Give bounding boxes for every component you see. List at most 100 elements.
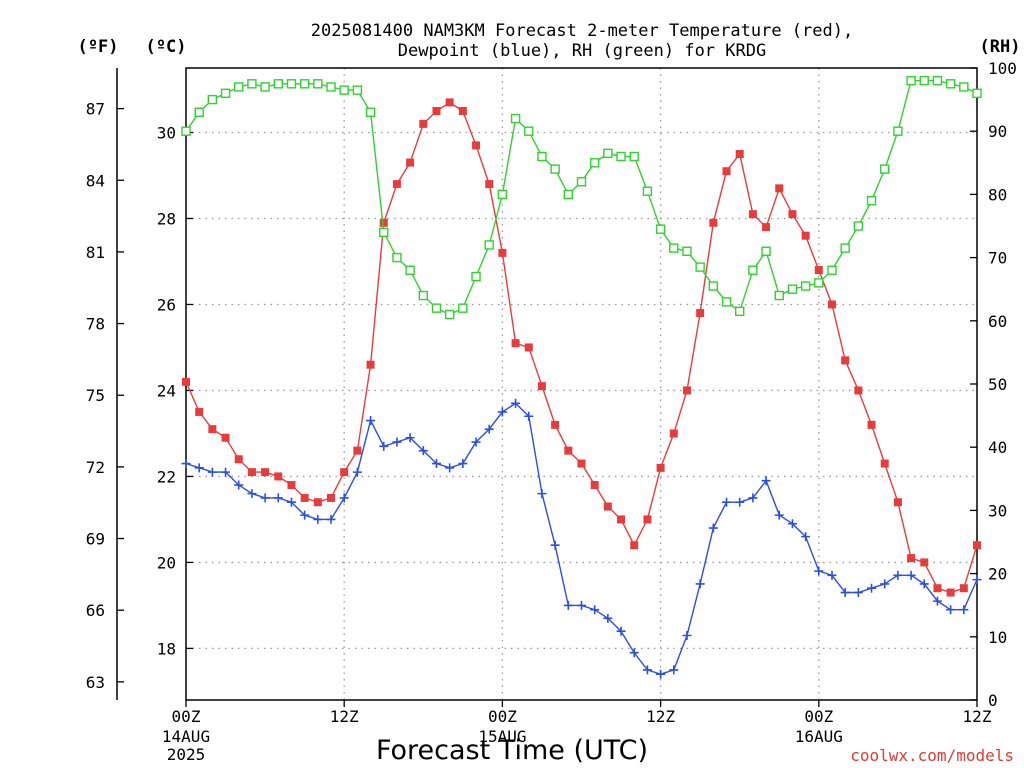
data-point-dewpoint (392, 437, 402, 447)
data-point-rh (655, 224, 666, 234)
data-point-dewpoint (352, 467, 362, 477)
data-point-dewpoint (801, 532, 811, 542)
data-point-temperature (682, 386, 691, 395)
data-point-dewpoint (300, 510, 310, 520)
data-point-dewpoint (616, 626, 626, 636)
data-point-temperature (392, 180, 401, 189)
data-point-dewpoint (511, 398, 521, 408)
rh-tick-label: 90 (988, 122, 1007, 141)
data-point-temperature (221, 433, 230, 442)
data-point-rh (814, 278, 824, 288)
data-point-dewpoint (431, 459, 441, 469)
data-point-dewpoint (366, 416, 376, 426)
date-label: 14AUG (162, 727, 210, 746)
data-point-dewpoint (326, 514, 336, 524)
data-point-temperature (340, 468, 349, 477)
data-point-dewpoint (537, 489, 547, 499)
data-point-rh (286, 79, 297, 89)
data-point-dewpoint (260, 493, 270, 503)
data-point-dewpoint (642, 665, 652, 675)
data-point-temperature (498, 248, 507, 257)
data-point-rh (616, 151, 626, 162)
data-point-temperature (182, 377, 190, 386)
data-point-rh (589, 158, 600, 168)
data-point-rh (405, 265, 415, 275)
data-point-dewpoint (827, 570, 837, 580)
celsius-tick-label: 26 (157, 295, 176, 314)
data-point-dewpoint (840, 588, 850, 598)
rh-tick-label: 40 (988, 438, 1007, 457)
data-point-dewpoint (497, 407, 507, 417)
data-point-temperature (551, 420, 560, 429)
data-point-temperature (643, 515, 652, 524)
rh-tick-label: 10 (988, 628, 1007, 647)
data-point-temperature (445, 98, 454, 107)
data-point-dewpoint (629, 648, 639, 658)
data-point-rh (932, 75, 943, 86)
data-point-rh (972, 88, 982, 98)
data-point-dewpoint (695, 579, 705, 589)
data-point-temperature (485, 180, 494, 189)
data-point-dewpoint (814, 566, 824, 576)
data-point-temperature (669, 429, 678, 438)
fahrenheit-tick-label: 69 (86, 530, 105, 549)
data-point-rh (774, 290, 784, 301)
data-point-rh (708, 281, 719, 291)
fahrenheit-tick-label: 87 (86, 100, 105, 119)
data-point-rh (642, 186, 653, 196)
date-label: 15AUG (478, 727, 526, 746)
data-point-temperature (300, 493, 309, 502)
data-point-temperature (458, 106, 467, 115)
data-point-dewpoint (221, 467, 231, 477)
series-dewpoint (181, 398, 982, 679)
data-point-temperature (893, 498, 902, 507)
data-point-temperature (617, 515, 626, 524)
grid-lines (186, 68, 977, 700)
data-point-temperature (827, 300, 836, 309)
rh-unit-label: (RH) (980, 37, 1021, 57)
data-point-temperature (867, 420, 876, 429)
data-point-rh (194, 107, 204, 117)
data-point-dewpoint (603, 613, 613, 623)
rh-tick-label: 20 (988, 565, 1007, 584)
date-label: 16AUG (795, 727, 843, 746)
data-point-temperature (590, 481, 599, 490)
data-point-dewpoint (194, 463, 204, 473)
data-point-dewpoint (735, 497, 745, 507)
rh-tick-label: 80 (988, 185, 1007, 204)
data-point-dewpoint (893, 570, 903, 580)
data-point-rh (800, 281, 811, 291)
data-point-temperature (907, 554, 916, 563)
fahrenheit-tick-label: 78 (86, 315, 105, 334)
time-tick-label: 00Z (172, 707, 201, 726)
data-point-temperature (287, 481, 296, 490)
data-point-dewpoint (247, 489, 257, 499)
data-point-temperature (748, 210, 757, 219)
data-point-dewpoint (774, 510, 784, 520)
fahrenheit-unit-label: (ºF) (78, 37, 119, 57)
data-point-dewpoint (458, 459, 468, 469)
data-point-dewpoint (273, 493, 283, 503)
data-point-dewpoint (722, 497, 732, 507)
data-point-rh (735, 306, 745, 317)
data-point-dewpoint (656, 669, 666, 679)
data-point-dewpoint (550, 540, 560, 550)
data-point-dewpoint (445, 463, 455, 473)
time-tick-label: 00Z (804, 707, 833, 726)
fahrenheit-tick-label: 75 (86, 386, 105, 405)
data-point-temperature (841, 356, 850, 365)
data-point-rh (392, 252, 402, 263)
data-point-rh (853, 221, 864, 231)
data-point-dewpoint (484, 424, 494, 434)
data-point-temperature (564, 446, 573, 455)
celsius-tick-label: 20 (157, 553, 176, 572)
data-point-temperature (472, 141, 481, 150)
data-point-rh (840, 243, 850, 253)
data-point-temperature (195, 407, 204, 416)
data-point-dewpoint (418, 446, 428, 456)
time-tick-label: 12Z (963, 707, 992, 726)
time-tick-label: 00Z (488, 707, 517, 726)
rh-tick-label: 70 (988, 249, 1007, 268)
rh-tick-label: 30 (988, 501, 1007, 520)
